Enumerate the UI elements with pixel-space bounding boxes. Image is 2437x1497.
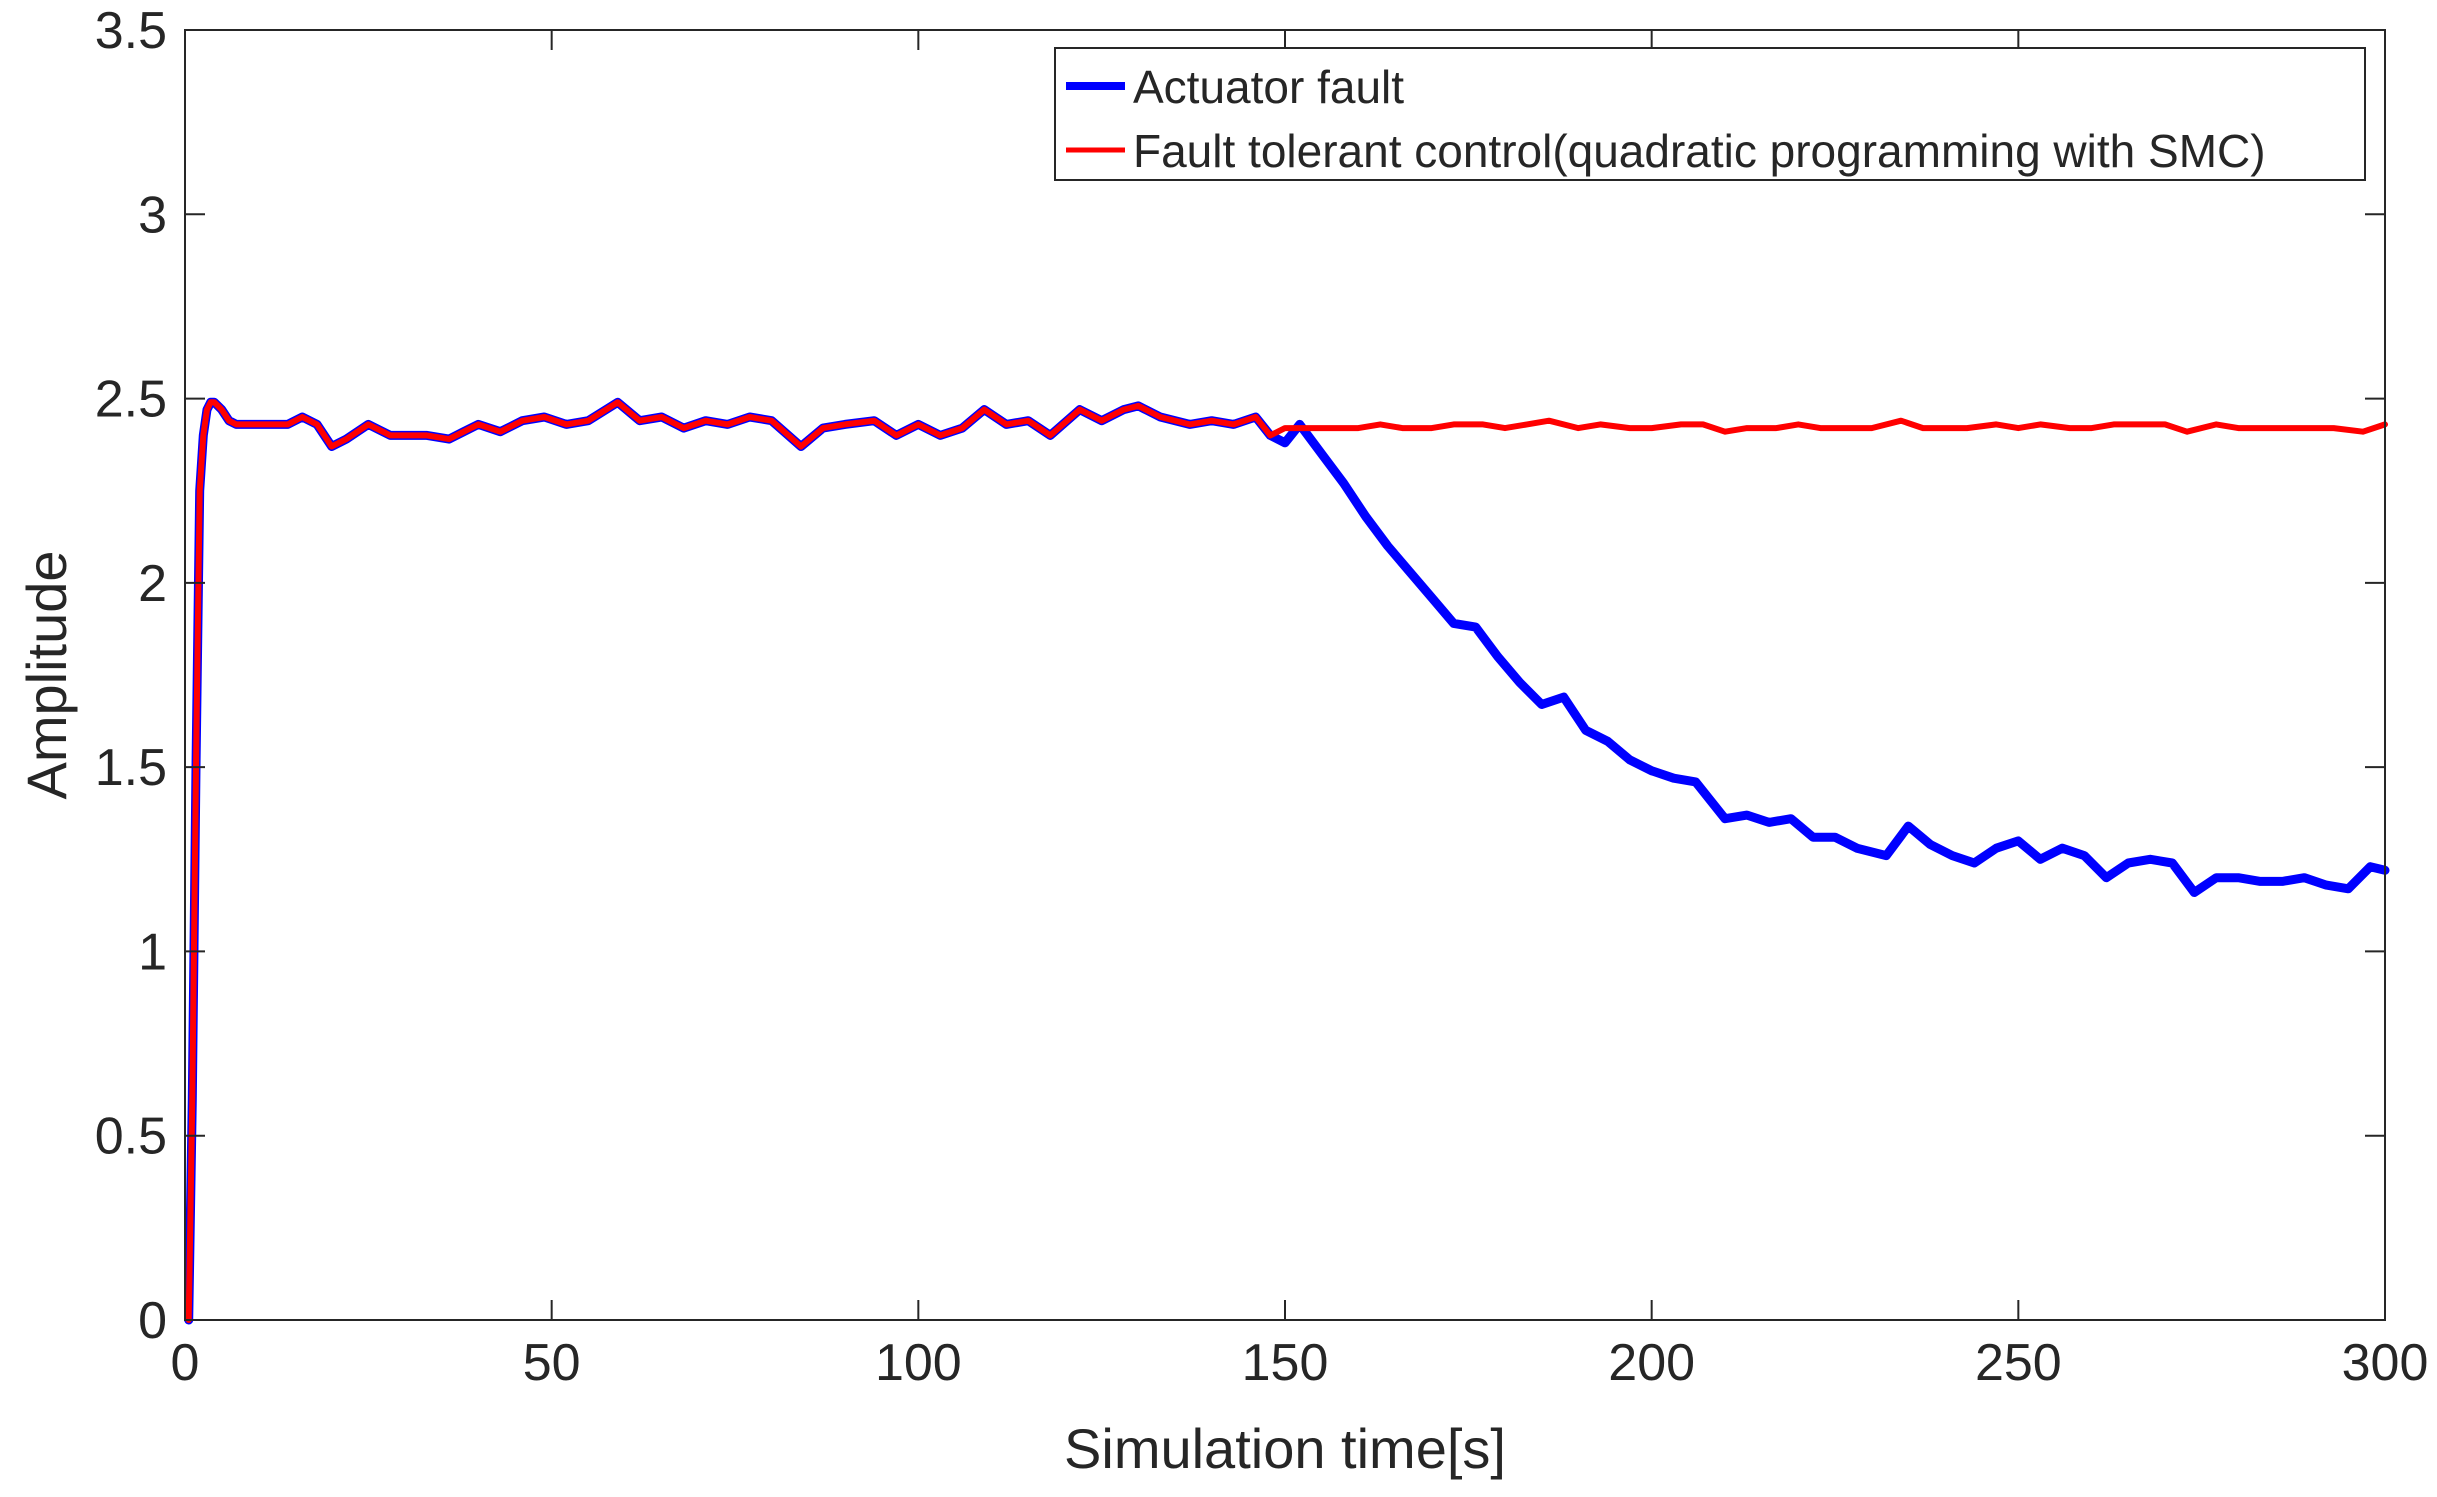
x-tick-label: 300 <box>2342 1334 2429 1392</box>
y-tick-label: 2 <box>138 555 167 613</box>
x-tick-label: 250 <box>1975 1334 2062 1392</box>
y-tick-label: 2.5 <box>95 371 167 429</box>
x-tick-label: 200 <box>1608 1334 1695 1392</box>
series-line-1 <box>185 399 2388 1323</box>
y-tick-label: 0.5 <box>95 1108 167 1166</box>
ticks-layer: 0 50 100 150 200 250 300 0 0.5 1 1.5 2 2.5 3 3.5 <box>95 2 2429 1392</box>
x-tick-label: 100 <box>875 1334 962 1392</box>
legend: Actuator fault Fault tolerant control(qu… <box>1054 47 2366 181</box>
x-axis-label: Simulation time[s] <box>1064 1417 1506 1480</box>
plot-area <box>185 30 2385 1320</box>
x-tick-label: 0 <box>171 1334 200 1392</box>
y-tick-label: 3 <box>138 186 167 244</box>
legend-label-actuator-fault: Actuator fault <box>1133 61 1404 113</box>
y-tick-label: 1 <box>138 923 167 981</box>
y-tick-label: 0 <box>138 1292 167 1350</box>
x-tick-label: 50 <box>523 1334 581 1392</box>
legend-label-fault-tolerant-control: Fault tolerant control(quadratic program… <box>1133 125 2266 177</box>
y-tick-label: 3.5 <box>95 2 167 60</box>
legend-box <box>1054 47 2366 181</box>
y-axis-label: Amplitude <box>15 550 78 799</box>
series-layer <box>184 397 2390 1325</box>
y-tick-label: 1.5 <box>95 739 167 797</box>
x-tick-label: 150 <box>1242 1334 1329 1392</box>
